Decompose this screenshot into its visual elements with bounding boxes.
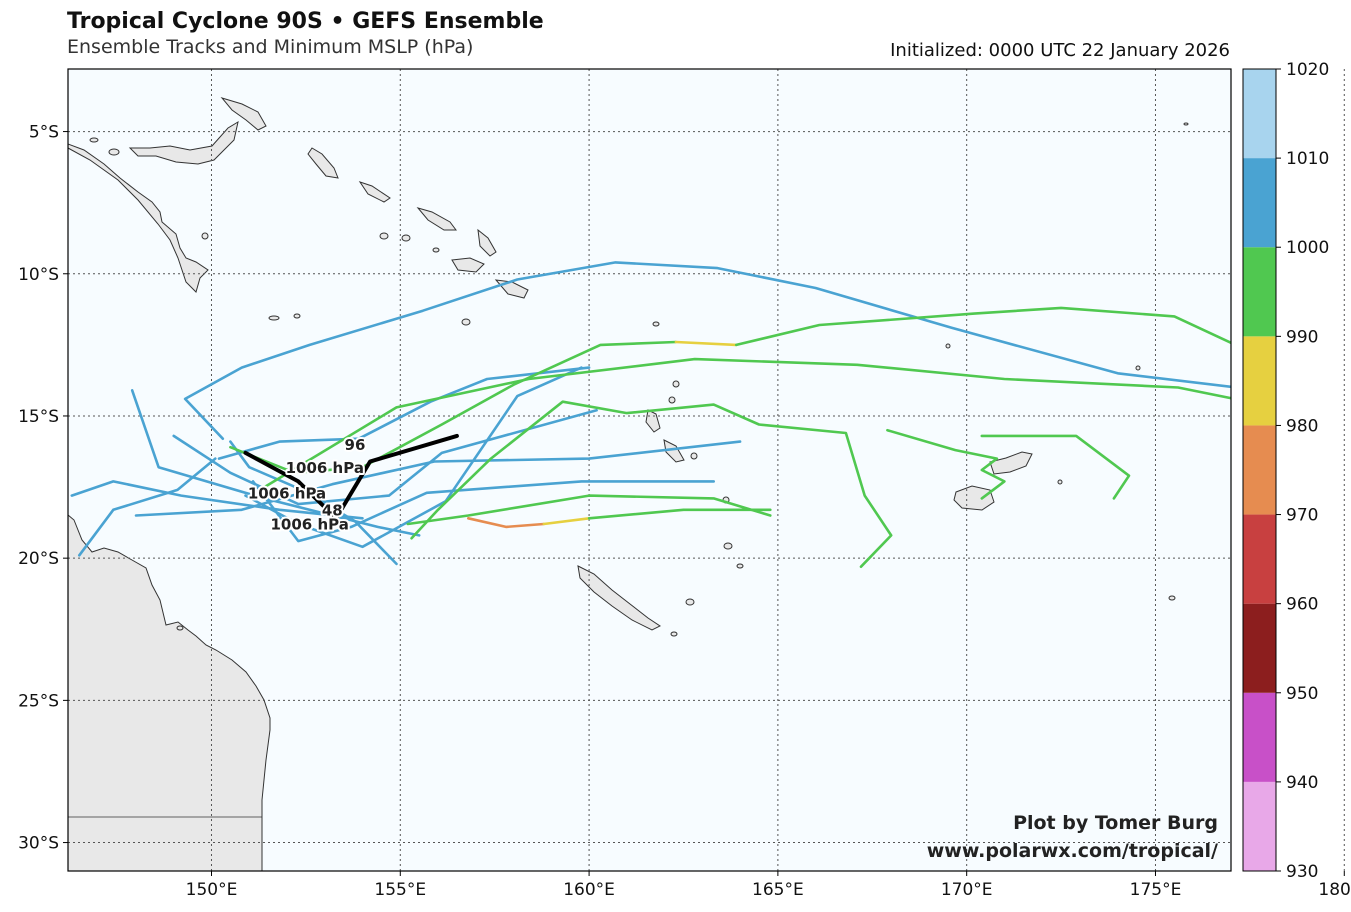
annotation-halo: 48 bbox=[322, 502, 343, 520]
land-bougainville bbox=[307, 147, 339, 179]
land-new-caledonia bbox=[577, 565, 661, 631]
lon-tick-label: 165°E bbox=[752, 880, 804, 900]
colorbar-segment-1010 bbox=[1243, 69, 1276, 159]
mean-track-layer bbox=[243, 433, 459, 521]
annotation-label: 1006 hPa bbox=[270, 516, 348, 534]
colorbar-segment-1000 bbox=[1243, 158, 1276, 248]
colorbar-label: 980 bbox=[1286, 416, 1318, 436]
land-solomon-2 bbox=[416, 207, 457, 231]
lon-tick-label: 180°E bbox=[1318, 880, 1351, 900]
lat-tick-label: 5°S bbox=[29, 123, 59, 143]
colorbar-label: 950 bbox=[1286, 684, 1318, 704]
land-australia bbox=[68, 514, 271, 871]
ensemble-track-9 bbox=[70, 480, 364, 520]
annotation-label: 1006 hPa bbox=[286, 459, 364, 477]
ensemble-track-2 bbox=[78, 457, 217, 557]
annotation-halo: 1006 hPa bbox=[270, 516, 348, 534]
ensemble-mean-track bbox=[243, 433, 459, 521]
small-islands bbox=[89, 122, 1189, 637]
colorbar-label: 970 bbox=[1286, 506, 1318, 526]
credit-url[interactable]: www.polarwx.com/tropical/ bbox=[926, 840, 1218, 862]
annotation-label: 96 bbox=[345, 436, 366, 454]
ensemble-track-21 bbox=[886, 428, 1006, 500]
land-guadalcanal bbox=[451, 257, 485, 273]
annotation-halo: 1006 hPa bbox=[248, 484, 326, 502]
map-frame bbox=[67, 68, 1232, 872]
lon-tick-label: 160°E bbox=[563, 880, 615, 900]
lon-tick-label: 150°E bbox=[186, 880, 238, 900]
ensemble-track-11 bbox=[229, 340, 678, 475]
map-subtitle: Ensemble Tracks and Minimum MSLP (hPa) bbox=[67, 36, 474, 58]
colorbar-label: 1020 bbox=[1286, 60, 1329, 80]
ensemble-tracks bbox=[70, 261, 1231, 569]
lon-tick-label: 175°E bbox=[1130, 880, 1182, 900]
latitude-axis: 5°S 10°S 15°S 20°S 25°S 30°S bbox=[18, 123, 68, 854]
lat-tick-label: 20°S bbox=[18, 549, 59, 569]
colorbar-segment-970 bbox=[1243, 425, 1276, 515]
colorbar-segment-960 bbox=[1243, 514, 1276, 604]
ensemble-track-4 bbox=[172, 408, 598, 506]
ensemble-track-12 bbox=[674, 340, 738, 347]
annotation-halo: 1006 hPa bbox=[286, 459, 364, 477]
land-solomon-3 bbox=[477, 228, 497, 257]
ensemble-track-13 bbox=[734, 306, 1231, 347]
ensemble-track-19 bbox=[587, 508, 772, 520]
credit-author: Plot by Tomer Burg bbox=[1013, 812, 1218, 834]
ensemble-track-7 bbox=[244, 366, 583, 549]
ensemble-track-3 bbox=[183, 261, 1231, 441]
land-layer bbox=[68, 97, 1189, 871]
ensemble-track-16 bbox=[410, 400, 893, 569]
ensemble-track-1 bbox=[229, 440, 398, 566]
lat-tick-label: 10°S bbox=[18, 265, 59, 285]
ensemble-track-10 bbox=[217, 366, 591, 460]
colorbar-segment-950 bbox=[1243, 603, 1276, 693]
lon-tick-label: 155°E bbox=[374, 880, 426, 900]
colorbar-segment-930 bbox=[1243, 781, 1276, 871]
lat-tick-label: 25°S bbox=[18, 691, 59, 711]
mslp-colorbar: 930 940 950 960 970 980 990 1000 1010 1020 bbox=[1242, 60, 1329, 882]
colorbar-label: 960 bbox=[1286, 595, 1318, 615]
colorbar-segment-940 bbox=[1243, 692, 1276, 782]
ensemble-track-15 bbox=[406, 494, 772, 526]
colorbar-label: 1000 bbox=[1286, 238, 1329, 258]
colorbar-label: 940 bbox=[1286, 773, 1318, 793]
ensemble-track-8 bbox=[251, 480, 716, 543]
map-title: Tropical Cyclone 90S • GEFS Ensemble bbox=[67, 9, 544, 34]
land-vanua-levu bbox=[989, 451, 1033, 475]
ensemble-track-20 bbox=[980, 434, 1131, 500]
ensemble-track-14 bbox=[263, 357, 1231, 489]
ensemble-track-6 bbox=[134, 440, 742, 517]
colorbar-label: 930 bbox=[1286, 862, 1318, 882]
lon-tick-label: 170°E bbox=[941, 880, 993, 900]
land-solomon-1 bbox=[358, 181, 391, 203]
annotation-halo: 96 bbox=[345, 436, 366, 454]
ensemble-track-17 bbox=[466, 516, 546, 529]
colorbar-label: 1010 bbox=[1286, 149, 1329, 169]
ensemble-track-18 bbox=[542, 516, 591, 526]
colorbar-segment-990 bbox=[1243, 247, 1276, 337]
lat-tick-label: 30°S bbox=[18, 834, 59, 854]
land-new-britain bbox=[128, 120, 239, 165]
colorbar-label: 990 bbox=[1286, 327, 1318, 347]
lat-tick-label: 15°S bbox=[18, 407, 59, 427]
land-new-guinea bbox=[68, 143, 209, 293]
land-new-ireland bbox=[220, 97, 267, 131]
graticule bbox=[68, 69, 1345, 871]
initialized-time: Initialized: 0000 UTC 22 January 2026 bbox=[890, 40, 1230, 61]
colorbar-frame bbox=[1242, 68, 1277, 872]
colorbar-segment-980 bbox=[1243, 336, 1276, 426]
annotation-label: 1006 hPa bbox=[248, 484, 326, 502]
land-viti-levu bbox=[953, 485, 995, 511]
annotation-label: 48 bbox=[322, 502, 343, 520]
